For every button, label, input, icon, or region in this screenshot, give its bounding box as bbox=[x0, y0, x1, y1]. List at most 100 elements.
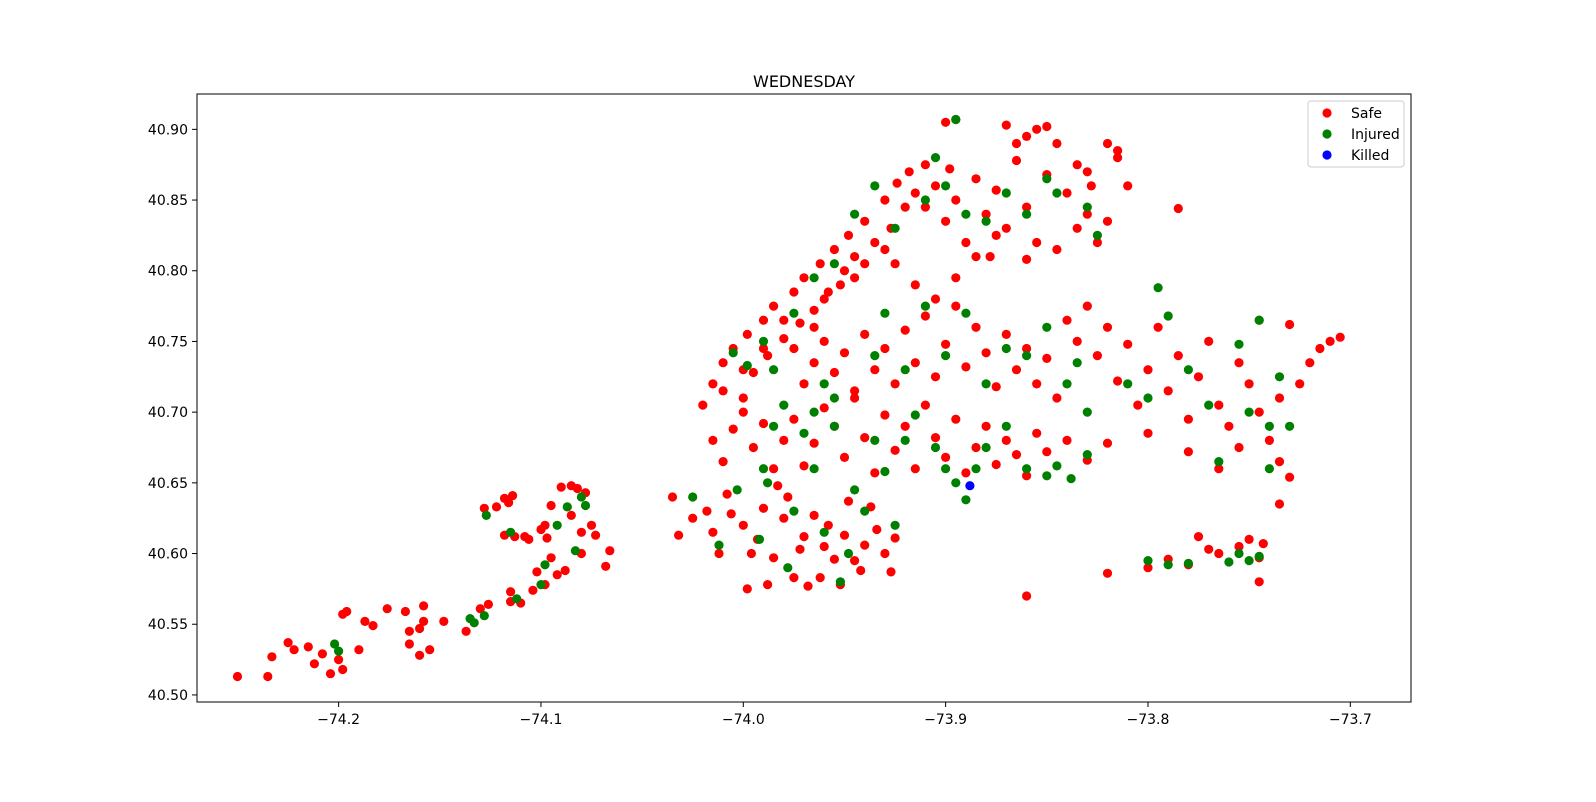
point-injured bbox=[941, 351, 951, 361]
point-injured bbox=[880, 308, 890, 318]
point-safe bbox=[839, 266, 850, 276]
point-safe bbox=[860, 540, 870, 550]
point-injured bbox=[920, 301, 931, 311]
point-injured bbox=[809, 464, 819, 474]
point-injured bbox=[900, 365, 910, 375]
point-safe bbox=[900, 421, 910, 431]
point-safe bbox=[714, 548, 724, 559]
point-safe bbox=[334, 655, 344, 665]
point-safe bbox=[1086, 181, 1096, 191]
point-safe bbox=[1183, 414, 1193, 424]
point-safe bbox=[1022, 343, 1032, 354]
point-safe bbox=[1173, 203, 1183, 214]
point-safe bbox=[823, 520, 833, 530]
point-safe bbox=[1102, 568, 1113, 578]
point-safe bbox=[981, 348, 991, 358]
point-injured bbox=[1204, 400, 1214, 410]
point-safe bbox=[1153, 322, 1163, 332]
point-safe bbox=[789, 343, 799, 354]
point-safe bbox=[1102, 138, 1113, 149]
point-injured bbox=[1082, 450, 1092, 460]
point-injured bbox=[843, 548, 854, 559]
point-safe bbox=[728, 424, 738, 434]
point-safe bbox=[1183, 447, 1193, 457]
point-injured bbox=[769, 365, 779, 375]
point-safe bbox=[232, 671, 243, 682]
point-safe bbox=[1082, 209, 1092, 219]
point-safe bbox=[1102, 438, 1113, 448]
point-safe bbox=[483, 599, 493, 610]
point-safe bbox=[1325, 336, 1335, 346]
point-safe bbox=[819, 294, 829, 304]
point-safe bbox=[910, 188, 920, 198]
point-safe bbox=[900, 202, 910, 212]
point-safe bbox=[789, 573, 799, 583]
point-injured bbox=[1082, 202, 1092, 212]
point-injured bbox=[900, 435, 910, 445]
point-safe bbox=[267, 652, 277, 662]
point-injured bbox=[552, 520, 562, 530]
point-safe bbox=[779, 435, 789, 445]
point-safe bbox=[1082, 301, 1092, 311]
point-safe bbox=[795, 318, 805, 328]
point-injured bbox=[941, 464, 951, 474]
point-safe bbox=[991, 230, 1001, 240]
point-safe bbox=[1113, 376, 1123, 386]
point-safe bbox=[783, 492, 793, 502]
point-safe bbox=[1254, 577, 1264, 587]
point-safe bbox=[1001, 120, 1011, 130]
point-safe bbox=[769, 553, 779, 563]
point-injured bbox=[469, 618, 479, 628]
point-injured bbox=[1224, 557, 1234, 567]
point-injured bbox=[1254, 551, 1264, 562]
point-safe bbox=[317, 649, 327, 659]
point-safe bbox=[419, 616, 429, 627]
point-safe bbox=[971, 174, 981, 184]
point-safe bbox=[1258, 539, 1268, 549]
point-safe bbox=[758, 315, 769, 325]
point-safe bbox=[283, 638, 293, 648]
point-safe bbox=[799, 532, 809, 542]
point-safe bbox=[1244, 379, 1254, 389]
point-safe bbox=[860, 329, 870, 339]
point-safe bbox=[880, 244, 890, 255]
point-safe bbox=[892, 178, 902, 188]
point-safe bbox=[799, 273, 809, 283]
point-safe bbox=[951, 195, 961, 205]
point-safe bbox=[829, 554, 840, 564]
point-safe bbox=[1042, 353, 1052, 363]
point-safe bbox=[1264, 435, 1274, 445]
point-injured bbox=[506, 527, 516, 537]
point-safe bbox=[1204, 336, 1214, 346]
point-safe bbox=[941, 117, 951, 127]
point-safe bbox=[1072, 336, 1082, 346]
point-safe bbox=[400, 606, 410, 617]
point-safe bbox=[829, 367, 840, 378]
point-safe bbox=[546, 500, 556, 511]
point-safe bbox=[880, 548, 890, 559]
point-safe bbox=[1022, 254, 1032, 264]
point-safe bbox=[708, 527, 718, 537]
point-injured bbox=[850, 485, 860, 495]
point-safe bbox=[605, 546, 615, 556]
point-injured bbox=[1274, 372, 1285, 382]
point-safe bbox=[528, 585, 538, 595]
point-safe bbox=[1082, 167, 1092, 177]
point-safe bbox=[1274, 393, 1285, 403]
point-safe bbox=[591, 530, 601, 540]
point-safe bbox=[920, 311, 931, 321]
point-safe bbox=[1062, 315, 1072, 325]
point-safe bbox=[439, 616, 449, 627]
point-safe bbox=[1173, 351, 1183, 361]
point-injured bbox=[880, 466, 890, 477]
point-safe bbox=[572, 483, 583, 494]
point-injured bbox=[1244, 556, 1254, 566]
point-safe bbox=[507, 491, 518, 501]
point-injured bbox=[1042, 471, 1052, 481]
point-safe bbox=[910, 358, 920, 368]
y-tick-label: 40.65 bbox=[148, 476, 188, 492]
point-injured bbox=[769, 421, 779, 431]
point-injured bbox=[728, 348, 738, 358]
point-injured bbox=[941, 181, 951, 191]
